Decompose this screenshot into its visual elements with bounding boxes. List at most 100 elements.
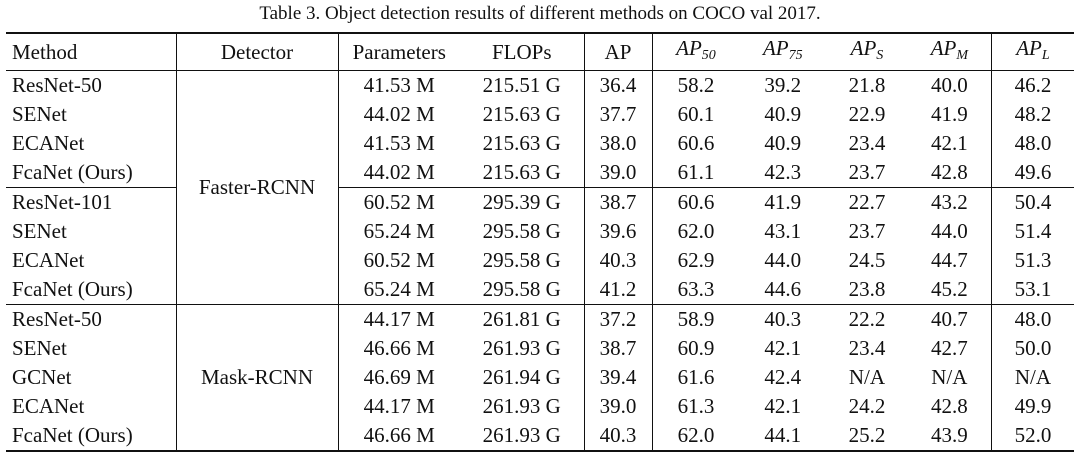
cell-ap75: 44.1 xyxy=(739,421,827,452)
cell-ap75: 42.1 xyxy=(764,336,802,360)
cell-apl: 53.1 xyxy=(991,275,1074,305)
cell-apl: N/A xyxy=(1014,365,1052,389)
cell-flops: 215.63 G xyxy=(460,158,585,188)
cell-apl: 48.2 xyxy=(1014,102,1052,126)
cell-method: FcaNet (Ours) xyxy=(6,158,176,188)
cell-ap50: 60.9 xyxy=(677,336,715,360)
cell-aps: 23.8 xyxy=(826,275,908,305)
cell-ap75: 44.6 xyxy=(739,275,827,305)
cell-flops: 261.93 G xyxy=(460,334,585,363)
cell-params: 60.52 M xyxy=(363,190,435,214)
cell-ap: 38.7 xyxy=(584,187,653,217)
cell-ap75: 43.1 xyxy=(764,219,802,243)
cell-ap: 40.3 xyxy=(584,246,653,275)
cell-method: SENet xyxy=(12,336,67,360)
cell-apl: 48.0 xyxy=(1014,131,1052,155)
table-row: FcaNet (Ours) 44.02 M 215.63 G 39.0 61.1 42.3… xyxy=(6,158,1074,188)
cell-ap: 39.4 xyxy=(584,363,653,392)
cell-apm: 42.8 xyxy=(907,158,992,188)
header-ap: AP xyxy=(584,32,653,71)
cell-aps: 23.4 xyxy=(848,336,886,360)
header-apl: APL xyxy=(991,32,1074,71)
table-caption: Table 3. Object detection results of dif… xyxy=(259,3,821,24)
cell-apl: 49.9 xyxy=(1014,394,1052,418)
cell-method: FcaNet (Ours) xyxy=(6,421,176,452)
cell-flops: 215.63 G xyxy=(460,129,585,158)
cell-ap75: 42.4 xyxy=(764,365,802,389)
table-row: FcaNet (Ours) 65.24 M 295.58 G 41.2 63.3 44.6… xyxy=(6,275,1074,305)
table-row: SENet 44.02 M 215.63 G 37.7 60.1 40.9 22.9 41.9… xyxy=(6,100,1074,129)
cell-aps: 22.9 xyxy=(848,102,886,126)
cell-apm: 42.8 xyxy=(907,392,992,421)
cell-ap: 40.3 xyxy=(584,421,653,452)
cell-flops: 215.63 G xyxy=(460,100,585,129)
cell-aps: 24.5 xyxy=(848,248,886,272)
cell-apm: 44.0 xyxy=(907,217,992,246)
results-table: Method Detector Parameters FLOPs AP AP50 AP75 A… xyxy=(6,32,1074,452)
cell-params: 46.69 M xyxy=(363,365,435,389)
cell-aps: 23.7 xyxy=(826,158,908,188)
table-row: ResNet-50 Faster-RCNN 41.53 M 215.51 G 36.4 5… xyxy=(6,70,1074,305)
table-body: ResNet-50 Faster-RCNN 41.53 M 215.51 G 36.4 5… xyxy=(6,70,1074,452)
cell-params: 44.17 M xyxy=(363,307,435,331)
cell-flops: 295.39 G xyxy=(460,187,585,217)
table-row: SENet 46.66 M 261.93 G 38.7 60.9 42.1 23.4 42.7… xyxy=(6,334,1074,363)
cell-aps: 24.2 xyxy=(848,394,886,418)
cell-params: 44.17 M xyxy=(363,394,435,418)
table-row: SENet 65.24 M 295.58 G 39.6 62.0 43.1 23.7 44.0… xyxy=(6,217,1074,246)
cell-aps: 23.4 xyxy=(848,131,886,155)
cell-method: ECANet xyxy=(12,394,85,418)
cell-apm: 44.7 xyxy=(907,246,992,275)
cell-ap: 39.0 xyxy=(584,158,653,188)
cell-ap50: 58.2 xyxy=(677,73,715,97)
cell-params: 65.24 M xyxy=(338,275,460,305)
cell-ap50: 61.6 xyxy=(677,365,715,389)
cell-flops: 295.58 G xyxy=(460,217,585,246)
cell-apm: 42.7 xyxy=(907,334,992,363)
table-row: GCNet 46.69 M 261.94 G 39.4 61.6 42.4 N/A N/A N/… xyxy=(6,363,1074,392)
cell-ap75: 40.9 xyxy=(764,102,802,126)
cell-ap75: 42.1 xyxy=(764,394,802,418)
cell-params: 44.02 M xyxy=(338,158,460,188)
cell-aps: 22.2 xyxy=(848,307,886,331)
cell-method: SENet xyxy=(12,219,67,243)
header-ap75: AP75 xyxy=(739,32,827,71)
cell-ap: 37.2 xyxy=(584,304,653,334)
cell-flops: 295.58 G xyxy=(460,246,585,275)
cell-ap50: 60.6 xyxy=(677,190,715,214)
cell-apm: 40.7 xyxy=(907,304,992,334)
cell-apm: 41.9 xyxy=(907,100,992,129)
cell-apm: 43.2 xyxy=(907,187,992,217)
cell-flops: 215.51 G xyxy=(460,70,585,100)
table-row: FcaNet (Ours) 46.66 M 261.93 G 40.3 62.0 44.1… xyxy=(6,421,1074,452)
cell-detector: Faster-RCNN xyxy=(175,70,339,305)
cell-apl: 48.0 xyxy=(1014,307,1052,331)
cell-apl: 51.3 xyxy=(1014,248,1052,272)
cell-ap50: 62.9 xyxy=(677,248,715,272)
cell-method: ResNet-50 xyxy=(12,73,102,97)
table-row: ResNet-101 60.52 M 295.39 G 38.7 60.6 41.9 22.… xyxy=(6,187,1074,217)
cell-flops: 261.93 G xyxy=(460,421,585,452)
header-apm: APM xyxy=(907,32,992,71)
cell-ap75: 44.0 xyxy=(764,248,802,272)
cell-method: ResNet-101 xyxy=(12,190,113,214)
cell-method: FcaNet (Ours) xyxy=(6,275,176,305)
cell-aps: N/A xyxy=(848,365,886,389)
cell-detector: Mask-RCNN xyxy=(175,304,339,452)
cell-apl: 46.2 xyxy=(1014,73,1052,97)
cell-ap75: 41.9 xyxy=(764,190,802,214)
cell-apl: 50.4 xyxy=(1014,190,1052,214)
cell-params: 65.24 M xyxy=(363,219,435,243)
cell-aps: 23.7 xyxy=(848,219,886,243)
header-aps: APS xyxy=(826,32,908,71)
cell-flops: 261.81 G xyxy=(460,304,585,334)
cell-ap75: 40.3 xyxy=(764,307,802,331)
cell-ap: 38.7 xyxy=(584,334,653,363)
cell-apm: 42.1 xyxy=(907,129,992,158)
cell-flops: 295.58 G xyxy=(460,275,585,305)
cell-ap: 36.4 xyxy=(584,70,653,100)
cell-ap50: 61.3 xyxy=(677,394,715,418)
cell-ap50: 60.1 xyxy=(677,102,715,126)
header-detector: Detector xyxy=(176,32,339,71)
cell-ap50: 62.0 xyxy=(652,421,740,452)
